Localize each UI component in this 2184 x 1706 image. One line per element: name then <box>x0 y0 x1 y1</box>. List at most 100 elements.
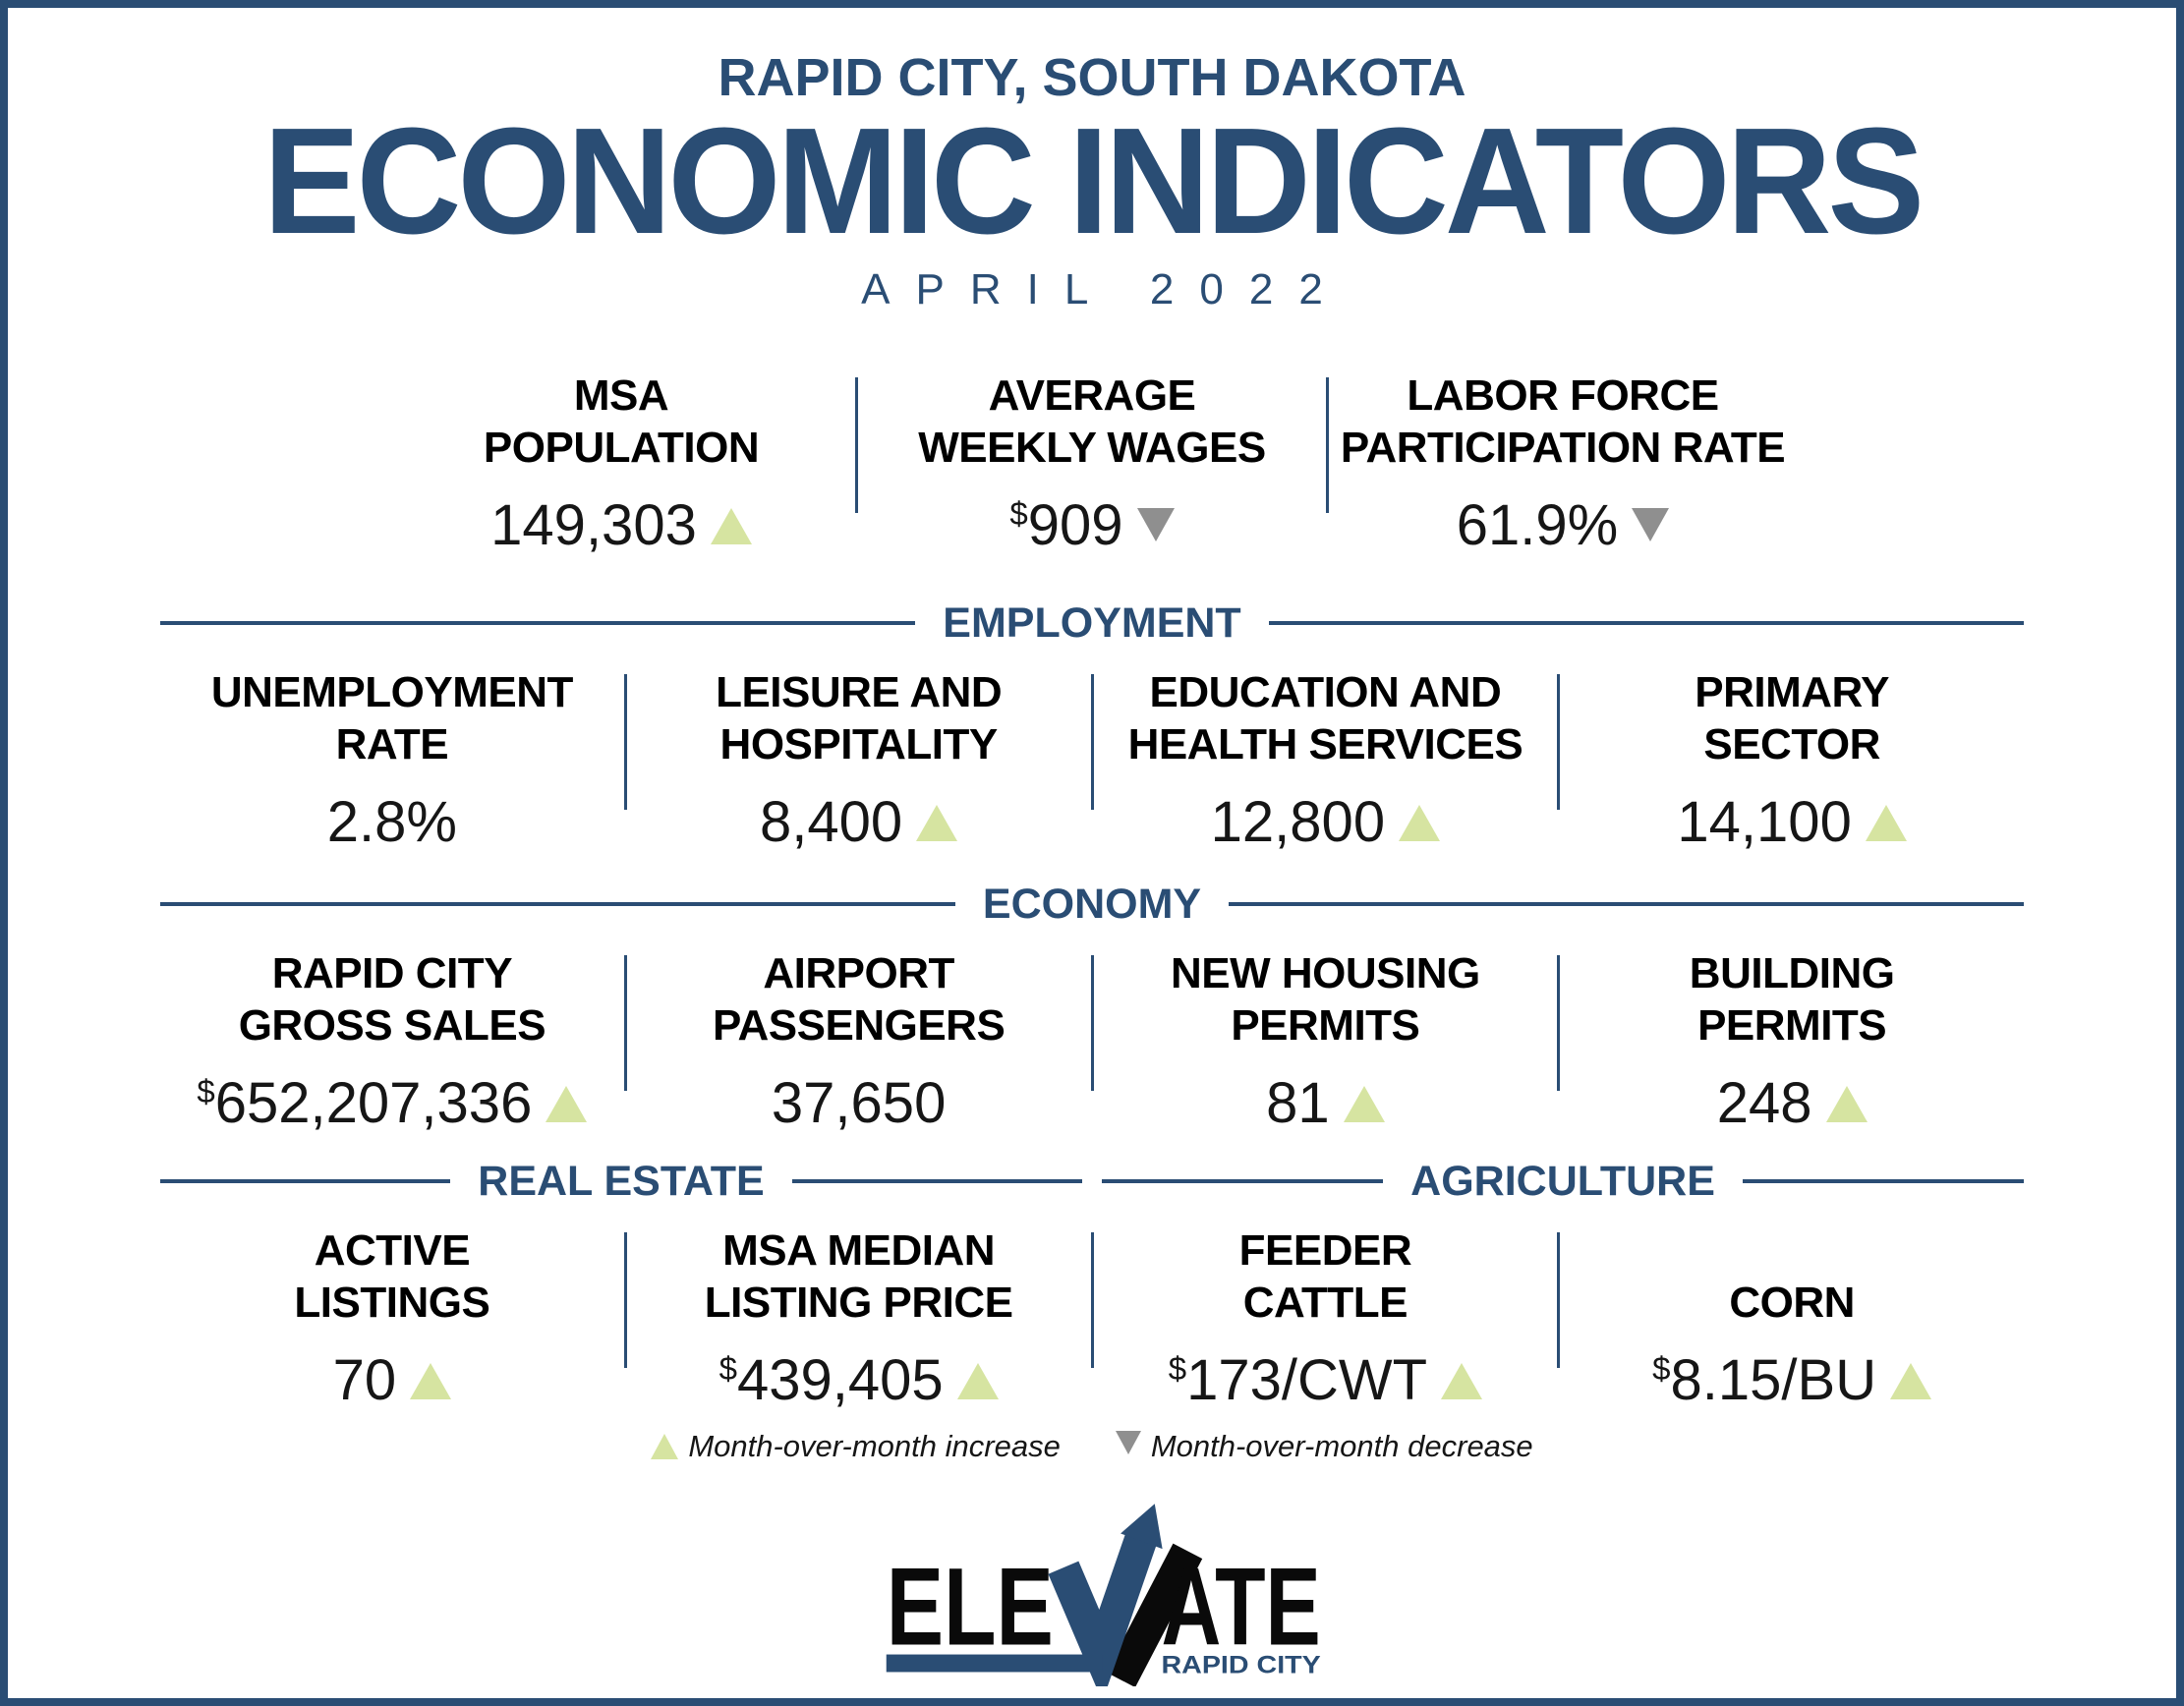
stat-title-line1: MSA MEDIAN <box>722 1225 996 1275</box>
column-divider <box>623 1231 627 1368</box>
page-title: ECONOMIC INDICATORS <box>262 97 1925 266</box>
stat-msa-population: MSA POPULATION 149,303 <box>387 370 855 558</box>
trend-triangle-icon <box>1825 1085 1868 1122</box>
logo-underline-bar <box>886 1654 1103 1673</box>
stat-number: 173/CWT <box>1186 1347 1428 1412</box>
stat-title-line2: PERMITS <box>1231 1000 1420 1050</box>
column-divider <box>1557 954 1561 1091</box>
trend-triangle-icon <box>1136 507 1175 541</box>
legend-increase: Month-over-month increase <box>651 1429 1061 1464</box>
stat-title-line2: HOSPITALITY <box>719 719 999 768</box>
stat-title-line1: AIRPORT <box>763 948 954 997</box>
stat-rapid-city-gross-sales: RAPID CITY GROSS SALES $652,207,336 <box>160 947 624 1136</box>
stat-title-line1: FEEDER <box>1238 1225 1412 1275</box>
legend-decrease: Month-over-month decrease <box>1115 1429 1533 1464</box>
stat-value: 70 <box>160 1336 624 1413</box>
stat-title: BUILDING PERMITS <box>1560 947 2024 1052</box>
stat-title-line2: CATTLE <box>1242 1278 1408 1327</box>
stat-title: UNEMPLOYMENT RATE <box>160 666 624 770</box>
stat-title: RAPID CITY GROSS SALES <box>160 947 624 1052</box>
stat-value: 8,400 <box>627 778 1091 855</box>
stat-title-line1: NEW HOUSING <box>1171 948 1480 997</box>
stat-title: MSA MEDIAN LISTING PRICE <box>627 1224 1091 1329</box>
dual-section-headers: REAL ESTATE AGRICULTURE <box>160 1157 2025 1205</box>
stat-title-line2: PERMITS <box>1697 1000 1887 1050</box>
stat-number: 652,207,336 <box>214 1070 533 1135</box>
stat-title-line2: PASSENGERS <box>712 1000 1006 1050</box>
stat-number: 248 <box>1716 1070 1812 1135</box>
stat-number: 149,303 <box>490 492 697 557</box>
column-divider <box>1557 673 1561 810</box>
stat-title-line2: HEALTH SERVICES <box>1127 719 1523 768</box>
section-rule <box>791 1178 1082 1183</box>
stat-value: 14,100 <box>1560 778 2024 855</box>
column-divider <box>1090 1231 1094 1368</box>
stat-number: 12,800 <box>1210 789 1386 854</box>
section-title: AGRICULTURE <box>1410 1157 1715 1205</box>
stat-value: 2.8% <box>160 778 624 855</box>
section-title: REAL ESTATE <box>478 1157 765 1205</box>
stat-value: $173/CWT <box>1094 1336 1558 1413</box>
stat-value: $8.15/BU <box>1560 1336 2024 1413</box>
stat-title-line2: CORN <box>1729 1278 1855 1327</box>
employment-stats-row: UNEMPLOYMENT RATE 2.8% LEISURE AND HOSPI… <box>160 666 2024 855</box>
stat-title: AIRPORT PASSENGERS <box>627 947 1091 1052</box>
stat-number: 70 <box>332 1347 397 1412</box>
trend-triangle-icon <box>410 1362 452 1399</box>
stat-title-line1: UNEMPLOYMENT <box>210 667 573 716</box>
stat-number: 909 <box>1027 492 1123 557</box>
stat-title-line1: RAPID CITY <box>271 948 513 997</box>
stat-title-line2: WEEKLY WAGES <box>918 423 1266 472</box>
section-rule <box>1102 1178 1384 1183</box>
real-estate-agriculture-stats-row: ACTIVE LISTINGS 70 MSA MEDIAN LISTING PR… <box>160 1224 2024 1413</box>
column-divider <box>623 673 627 810</box>
section-rule <box>160 1178 451 1183</box>
header-subtitle: RAPID CITY, SOUTH DAKOTA <box>718 48 1466 107</box>
stat-value: 248 <box>1560 1059 2024 1136</box>
stat-number: 14,100 <box>1677 789 1852 854</box>
stat-title-line2: PARTICIPATION RATE <box>1340 423 1786 472</box>
stat-title: LABOR FORCE PARTICIPATION RATE <box>1329 370 1797 474</box>
stat-number: 37,650 <box>771 1070 947 1135</box>
stat-title-line1: LABOR FORCE <box>1407 370 1719 420</box>
stat-airport-passengers: AIRPORT PASSENGERS 37,650 <box>627 947 1091 1136</box>
trend-triangle-icon <box>1441 1362 1483 1399</box>
trend-triangle-icon <box>1399 804 1441 841</box>
top-stats-row: MSA POPULATION 149,303 AVERAGE WEEKLY WA… <box>387 370 1797 558</box>
dollar-sign: $ <box>1009 494 1028 532</box>
stat-title-line1: EDUCATION AND <box>1149 667 1502 716</box>
stat-number: 81 <box>1266 1070 1330 1135</box>
stat-title-line2: LISTINGS <box>294 1278 490 1327</box>
stat-value: 81 <box>1094 1059 1558 1136</box>
stat-title-line2: POPULATION <box>483 423 760 472</box>
legend: Month-over-month increase Month-over-mon… <box>8 1429 2176 1464</box>
column-divider <box>1326 376 1329 513</box>
stat-title-line1: ACTIVE <box>314 1225 471 1275</box>
down-triangle-icon <box>1115 1430 1141 1454</box>
column-divider <box>1557 1231 1561 1368</box>
stat-title: PRIMARY SECTOR <box>1560 666 2024 770</box>
elevate-logo: ELE ATE RAPID CITY <box>886 1504 1321 1686</box>
stat-title: AVERAGE WEEKLY WAGES <box>858 370 1326 474</box>
stat-value: 12,800 <box>1094 778 1558 855</box>
economy-stats-row: RAPID CITY GROSS SALES $652,207,336 AIRP… <box>160 947 2024 1136</box>
dollar-sign: $ <box>197 1072 215 1109</box>
logo-arrowhead-icon <box>1121 1504 1163 1549</box>
stat-msa-median-listing-price: MSA MEDIAN LISTING PRICE $439,405 <box>627 1224 1091 1413</box>
section-rule <box>1742 1178 2025 1183</box>
dollar-sign: $ <box>718 1349 737 1387</box>
section-rule <box>1229 901 2024 906</box>
section-header-economy: ECONOMY <box>160 881 2024 928</box>
column-divider <box>1090 673 1094 810</box>
section-rule <box>1268 620 2024 625</box>
stat-value: $439,405 <box>627 1336 1091 1413</box>
stat-average-weekly-wages: AVERAGE WEEKLY WAGES $909 <box>858 370 1326 558</box>
section-rule <box>160 901 955 906</box>
trend-triangle-icon <box>1632 507 1670 541</box>
dollar-sign: $ <box>1652 1349 1671 1387</box>
section-header-real-estate: REAL ESTATE <box>160 1158 1082 1205</box>
section-header-employment: EMPLOYMENT <box>160 599 2024 647</box>
column-divider <box>623 954 627 1091</box>
stat-value: 61.9% <box>1329 482 1797 558</box>
up-triangle-icon <box>651 1433 679 1459</box>
